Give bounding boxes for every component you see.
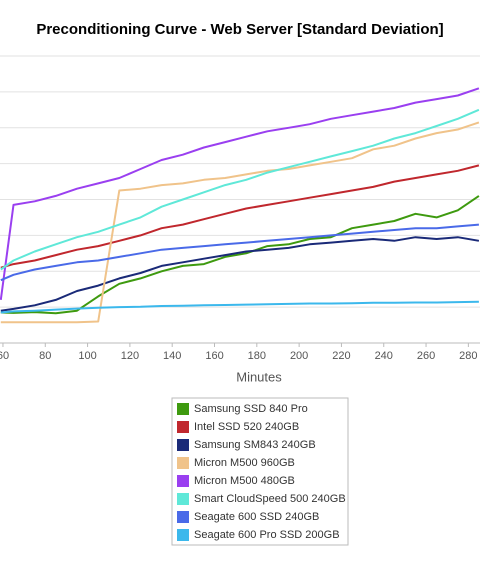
- x-tick-label: 180: [248, 350, 266, 362]
- series-line: [0, 300, 479, 314]
- legend-label: Samsung SSD 840 Pro: [194, 403, 308, 415]
- x-tick-label: 200: [290, 350, 308, 362]
- x-tick-label: 240: [375, 350, 393, 362]
- x-tick-label: 160: [205, 350, 223, 362]
- legend-label: Seagate 600 SSD 240GB: [194, 511, 319, 523]
- legend-label: Smart CloudSpeed 500 240GB: [194, 493, 346, 505]
- chart-title: Preconditioning Curve - Web Server [Stan…: [36, 21, 443, 38]
- x-tick-label: 260: [417, 350, 435, 362]
- x-tick-label: 100: [78, 350, 96, 362]
- legend-box: [171, 397, 349, 546]
- legend-swatch: [177, 511, 189, 523]
- x-tick-label: 280: [459, 350, 477, 362]
- series-line: [0, 87, 480, 301]
- plot-area: [0, 87, 480, 324]
- legend-swatch: [177, 403, 189, 415]
- series-line: [0, 164, 480, 269]
- x-tick-label: 120: [121, 350, 139, 362]
- legend-swatch: [177, 493, 189, 505]
- series-line: [0, 236, 480, 312]
- legend-swatch: [177, 439, 189, 451]
- legend-swatch: [177, 421, 189, 433]
- legend-swatch: [177, 457, 189, 469]
- legend-label: Seagate 600 Pro SSD 200GB: [194, 529, 340, 541]
- x-tick-label: 80: [39, 350, 51, 362]
- series-line: [0, 195, 480, 315]
- series-line: [0, 108, 480, 271]
- legend-label: Samsung SM843 240GB: [194, 439, 316, 451]
- x-tick-label: 140: [163, 350, 181, 362]
- x-tick-label: 220: [332, 350, 350, 362]
- series-line: [0, 121, 480, 324]
- legend-swatch: [177, 529, 189, 541]
- x-tick-label: 60: [0, 350, 9, 362]
- series-line: [0, 223, 479, 282]
- legend-swatch: [177, 475, 189, 487]
- x-axis-label: Minutes: [236, 369, 282, 384]
- legend-label: Intel SSD 520 240GB: [194, 421, 299, 433]
- legend-label: Micron M500 960GB: [194, 457, 295, 469]
- legend-label: Micron M500 480GB: [194, 475, 295, 487]
